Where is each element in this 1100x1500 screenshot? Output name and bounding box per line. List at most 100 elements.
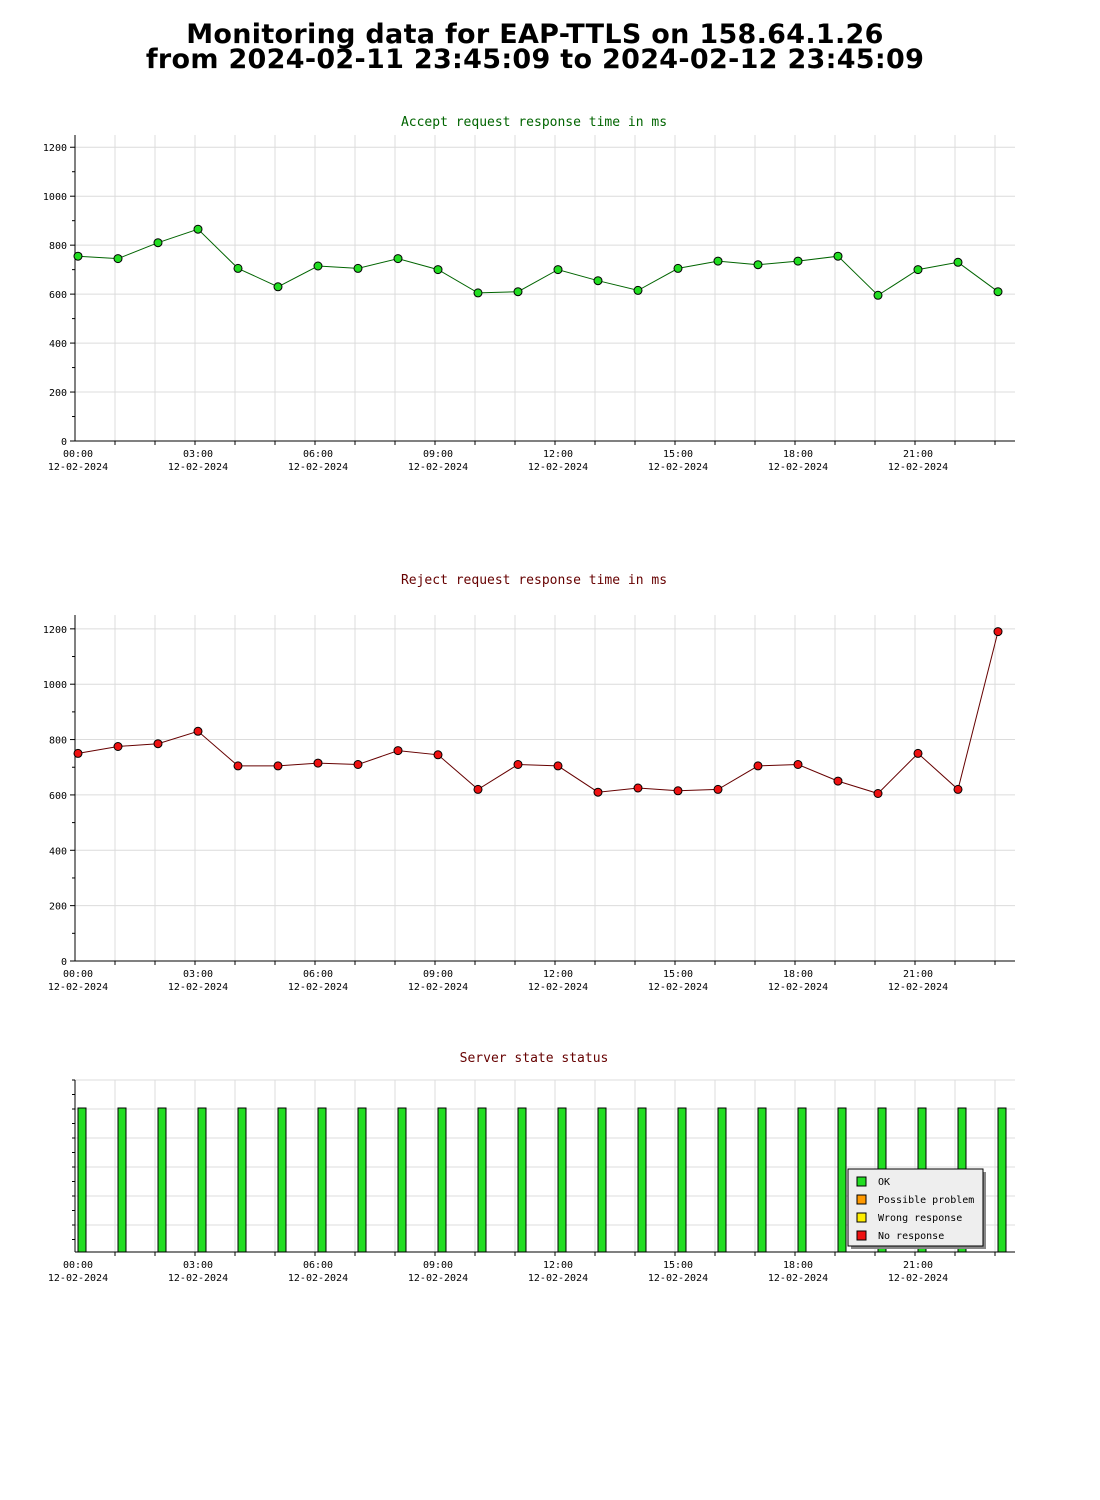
x-tick-label-date: 12-02-2024 xyxy=(768,1273,828,1284)
legend-swatch xyxy=(856,1230,867,1241)
status-bar xyxy=(597,1107,607,1253)
x-tick-label-time: 12:00 xyxy=(543,969,573,980)
data-point xyxy=(553,761,563,771)
data-point xyxy=(113,742,123,751)
x-tick-label-date: 12-02-2024 xyxy=(648,1273,708,1284)
x-tick-label-time: 03:00 xyxy=(183,449,213,460)
status-bar xyxy=(637,1107,647,1253)
status-bar xyxy=(437,1107,447,1253)
data-point xyxy=(273,761,283,771)
title-line-1: Monitoring data for EAP-TTLS on 158.64.1… xyxy=(186,19,884,50)
status-bar xyxy=(197,1107,207,1253)
x-tick-label-date: 12-02-2024 xyxy=(48,1273,108,1284)
x-tick-label-time: 18:00 xyxy=(783,969,813,980)
accept-response-chart: Accept request response time in ms 0 200 40… xyxy=(43,115,1015,473)
status-bar xyxy=(677,1107,687,1253)
x-tick-label-time: 15:00 xyxy=(663,449,693,460)
y-tick-label: 1200 xyxy=(43,625,67,636)
x-tick-label-time: 18:00 xyxy=(783,1260,813,1271)
chart-title: Server state status xyxy=(460,1051,609,1066)
x-tick-label-time: 06:00 xyxy=(303,969,333,980)
data-point xyxy=(753,260,763,270)
y-tick-label: 200 xyxy=(49,902,67,913)
data-point xyxy=(353,760,363,769)
legend-label: Wrong response xyxy=(878,1213,962,1224)
title-line-2: from 2024-02-11 23:45:09 to 2024-02-12 2… xyxy=(145,44,925,75)
x-tick-label-date: 12-02-2024 xyxy=(528,1273,588,1284)
data-point xyxy=(233,761,243,771)
data-point xyxy=(873,789,883,798)
y-tick-label: 1000 xyxy=(43,192,67,203)
y-tick-label: 0 xyxy=(61,437,67,448)
x-tick-label-time: 15:00 xyxy=(663,969,693,980)
status-bar xyxy=(317,1107,327,1253)
data-point xyxy=(833,776,843,786)
data-point xyxy=(793,256,803,266)
data-point xyxy=(73,251,83,261)
data-point xyxy=(753,761,763,771)
reject-response-chart: Reject request response time in ms 0 200 40… xyxy=(43,573,1015,993)
data-point xyxy=(833,251,843,261)
status-bar xyxy=(117,1107,127,1253)
data-point xyxy=(313,261,323,271)
data-point xyxy=(713,256,723,266)
data-point xyxy=(913,748,923,758)
x-tick-label-date: 12-02-2024 xyxy=(648,982,708,993)
data-point xyxy=(673,263,683,273)
x-tick-label-time: 12:00 xyxy=(543,449,573,460)
y-tick-label: 1200 xyxy=(43,143,67,154)
data-point xyxy=(673,786,683,796)
x-tick-label-date: 12-02-2024 xyxy=(888,1273,948,1284)
x-tick-label-date: 12-02-2024 xyxy=(528,982,588,993)
x-tick-label-time: 00:00 xyxy=(63,449,93,460)
status-bar xyxy=(237,1107,247,1253)
data-point xyxy=(993,627,1003,637)
x-tick-label-time: 09:00 xyxy=(423,1260,453,1271)
data-point xyxy=(193,726,203,736)
x-tick-label-date: 12-02-2024 xyxy=(888,462,948,473)
status-bar xyxy=(517,1107,527,1253)
y-tick-label: 1000 xyxy=(43,680,67,691)
x-tick-label-date: 12-02-2024 xyxy=(408,1273,468,1284)
status-bar xyxy=(397,1107,407,1253)
status-bar xyxy=(77,1107,87,1253)
legend-label: No response xyxy=(878,1231,944,1242)
data-point xyxy=(913,265,923,275)
data-point xyxy=(713,784,723,794)
status-bar xyxy=(757,1107,767,1253)
y-tick-label: 400 xyxy=(49,339,67,350)
x-tick-label-time: 00:00 xyxy=(63,969,93,980)
status-bar xyxy=(157,1107,167,1253)
data-point xyxy=(273,282,283,292)
y-tick-label: 400 xyxy=(49,846,67,857)
server-status-chart: Server state status 00:00 12-02-2024 03:00 1… xyxy=(48,1051,1015,1284)
data-point xyxy=(513,760,523,769)
y-tick-label: 600 xyxy=(49,290,67,301)
y-tick-label: 800 xyxy=(49,241,67,252)
x-tick-label-time: 06:00 xyxy=(303,449,333,460)
data-point xyxy=(193,224,203,234)
status-bar xyxy=(477,1107,487,1253)
data-point xyxy=(433,750,443,760)
data-point xyxy=(313,758,323,768)
series-line xyxy=(77,228,999,296)
data-point xyxy=(433,265,443,275)
x-tick-label-date: 12-02-2024 xyxy=(768,462,828,473)
x-tick-label-time: 09:00 xyxy=(423,449,453,460)
legend-box xyxy=(847,1168,984,1247)
status-bar xyxy=(557,1107,567,1253)
data-point xyxy=(73,748,83,758)
x-tick-label-date: 12-02-2024 xyxy=(648,462,708,473)
chart-title: Reject request response time in ms xyxy=(401,573,667,588)
data-point xyxy=(953,784,963,794)
x-tick-label-time: 15:00 xyxy=(663,1260,693,1271)
x-tick-label-date: 12-02-2024 xyxy=(168,982,228,993)
y-tick-label: 800 xyxy=(49,736,67,747)
x-tick-label-time: 18:00 xyxy=(783,449,813,460)
series-line xyxy=(77,631,999,795)
data-point xyxy=(393,746,403,756)
data-point xyxy=(873,290,883,300)
data-point xyxy=(593,276,603,286)
legend-swatch xyxy=(856,1194,867,1205)
data-point xyxy=(513,287,523,297)
